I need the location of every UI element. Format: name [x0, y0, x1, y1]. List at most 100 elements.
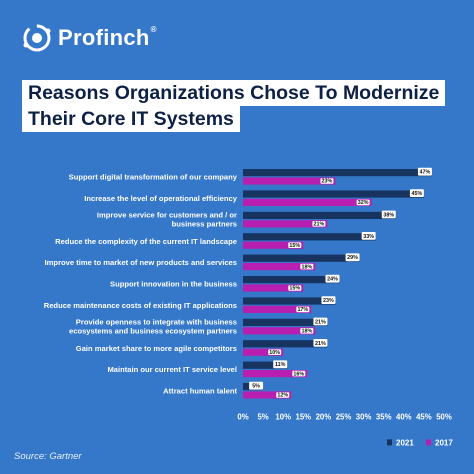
- category-label: Increase the level of operational effici…: [84, 194, 238, 203]
- value-label-2021: 21%: [315, 319, 326, 325]
- bar-2017: [243, 348, 284, 356]
- value-label-2017: 23%: [322, 179, 333, 185]
- value-label-bg-2017: [300, 263, 314, 270]
- bar-2017: [243, 263, 316, 271]
- category-label: Reduce the complexity of the current IT …: [55, 237, 237, 246]
- value-label-bg-2017: [300, 328, 314, 334]
- value-label-2021: 29%: [347, 255, 358, 261]
- value-label-bg-2017: [292, 370, 306, 377]
- brand-name: Profinch®: [58, 25, 157, 50]
- x-tick-label: 15%: [295, 412, 311, 421]
- bar-2021: [243, 233, 376, 241]
- value-label-bg-2017: [288, 285, 302, 291]
- legend-swatch-2021: [387, 439, 392, 446]
- category-label: Gain market share to more agile competit…: [76, 344, 237, 353]
- value-label-2017: 21%: [314, 222, 325, 228]
- value-label-2017: 32%: [358, 200, 369, 206]
- value-label-bg-2021: [273, 360, 288, 369]
- x-tick-label: 40%: [396, 412, 412, 421]
- value-label-2021: 47%: [420, 170, 431, 176]
- bar-2021: [243, 297, 336, 305]
- value-label-2021: 45%: [412, 191, 423, 197]
- x-tick-label: 10%: [275, 412, 291, 421]
- value-label-bg-2021: [313, 317, 328, 326]
- legend-label-2021: 2021: [396, 438, 414, 447]
- value-label-2021: 24%: [327, 277, 338, 283]
- bar-2021: [243, 361, 288, 369]
- bar-2021: [243, 318, 328, 326]
- x-tick-label: 0%: [237, 412, 248, 421]
- value-label-bg-2021: [409, 189, 424, 197]
- bar-2021: [243, 169, 432, 177]
- bar-2021: [243, 211, 396, 219]
- x-tick-label: 50%: [436, 412, 452, 421]
- value-label-bg-2021: [313, 339, 328, 347]
- bar-2017: [243, 370, 308, 378]
- x-tick-label: 35%: [376, 412, 392, 421]
- value-label-2021: 33%: [363, 234, 374, 240]
- bar-2021: [243, 276, 340, 284]
- value-label-2017: 16%: [293, 371, 304, 377]
- value-label-bg-2017: [276, 392, 290, 398]
- value-label-bg-2021: [381, 210, 396, 219]
- source-note: Source: Gartner: [14, 451, 82, 462]
- value-label-2021: 23%: [323, 298, 334, 304]
- x-tick-label: 25%: [336, 412, 352, 421]
- value-label-bg-2017: [320, 178, 334, 184]
- value-label-2017: 18%: [301, 329, 312, 335]
- value-label-bg-2017: [356, 199, 370, 206]
- value-label-2017: 15%: [289, 243, 300, 249]
- value-label-2017: 15%: [289, 286, 300, 292]
- registered-mark: ®: [150, 25, 157, 34]
- value-label-bg-2021: [345, 253, 360, 262]
- category-label: ecosystems and business ecosystem partne…: [69, 326, 237, 335]
- bar-2017: [243, 198, 372, 206]
- x-tick-label: 20%: [316, 412, 332, 421]
- value-label-2017: 12%: [277, 393, 288, 399]
- bar-2017: [243, 241, 304, 249]
- bar-chart: Support digital transformation of our co…: [44, 167, 453, 447]
- category-label: Support digital transformation of our co…: [69, 173, 238, 182]
- category-label: business partners: [172, 219, 237, 228]
- value-label-2021: 5%: [252, 384, 260, 390]
- value-label-2021: 38%: [383, 212, 394, 218]
- value-label-bg-2021: [361, 232, 376, 240]
- value-label-2021: 11%: [275, 362, 286, 368]
- bar-2017: [243, 391, 292, 399]
- value-label-bg-2017: [312, 221, 326, 227]
- category-label: Maintain our current IT service level: [107, 365, 237, 374]
- bar-2021: [243, 340, 328, 348]
- legend-label-2017: 2017: [435, 438, 453, 447]
- category-label: Improve service for customers and / or: [97, 210, 237, 219]
- value-label-bg-2021: [321, 296, 336, 304]
- category-label: Attract human talent: [163, 387, 237, 396]
- value-label-bg-2017: [288, 242, 302, 248]
- value-label-2017: 18%: [301, 264, 312, 270]
- x-tick-label: 45%: [416, 412, 432, 421]
- page-title-line-2: Their Core IT Systems: [22, 106, 240, 132]
- bar-2017: [243, 284, 304, 292]
- value-label-bg-2017: [296, 306, 310, 313]
- bar-2017: [243, 220, 328, 228]
- value-label-2017: 10%: [269, 350, 280, 356]
- x-tick-label: 5%: [257, 412, 268, 421]
- value-label-2017: 17%: [297, 307, 308, 313]
- bar-2021: [243, 254, 360, 262]
- bar-2021: [243, 190, 424, 198]
- bar-2017: [243, 305, 312, 313]
- bar-2017: [243, 327, 316, 335]
- category-label: Improve time to market of new products a…: [45, 258, 237, 267]
- value-label-bg-2021: [417, 167, 432, 176]
- x-tick-label: 30%: [356, 412, 372, 421]
- value-label-bg-2021: [325, 274, 340, 283]
- value-label-2021: 21%: [315, 341, 326, 347]
- category-label: Reduce maintenance costs of existing IT …: [44, 301, 237, 310]
- value-label-bg-2021: [249, 381, 264, 390]
- category-label: Provide openness to integrate with busin…: [76, 317, 237, 326]
- brand-logo: Profinch®: [22, 22, 157, 54]
- page-title-line-1: Reasons Organizations Chose To Modernize: [22, 80, 446, 106]
- value-label-bg-2017: [268, 349, 282, 355]
- category-label: Support innovation in the business: [110, 280, 237, 289]
- bar-2017: [243, 177, 336, 185]
- legend-swatch-2017: [426, 439, 431, 446]
